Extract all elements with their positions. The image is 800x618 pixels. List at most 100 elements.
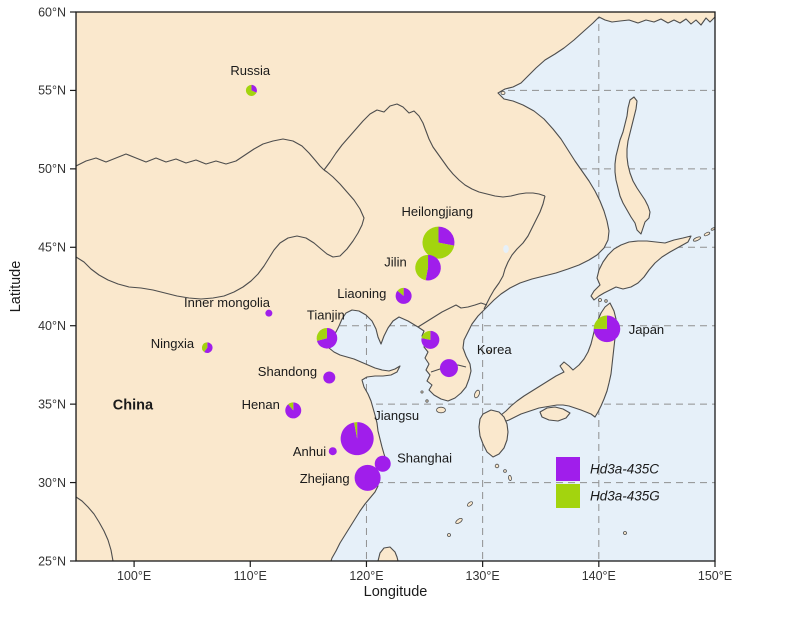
pie-slice-hd3a-435c [425, 254, 441, 281]
map-label-liaoning: Liaoning [337, 286, 386, 301]
map-label-shanghai: Shanghai [397, 450, 452, 465]
pie-jiangsu [340, 422, 374, 456]
pie-slice-hd3a-435c [265, 309, 273, 317]
map-label-inner-mongolia: Inner mongolia [184, 295, 271, 310]
honshu-island [497, 302, 617, 423]
legend-label-hd3a-435g: Hd3a-435G [590, 489, 660, 504]
shikoku-island [539, 406, 571, 422]
x-tick-label-110: 110°E [234, 569, 267, 583]
pie-anhui [328, 447, 337, 456]
hokkaido-island [590, 235, 692, 301]
pie-slice-hd3a-435g [316, 327, 327, 341]
y-tick-label-35: 35°N [38, 397, 66, 411]
y-tick-label-60: 60°N [38, 5, 66, 19]
pie-slice-hd3a-435g [354, 422, 358, 439]
pie-shanghai [374, 455, 391, 472]
small-island-4 [598, 298, 602, 302]
pie-heilongjiang [422, 226, 455, 259]
pie-russia [245, 84, 257, 96]
pie-slice-hd3a-435c [438, 226, 455, 246]
border-china-myanmar [76, 496, 114, 561]
legend: Hd3a-435C Hd3a-435G [556, 457, 660, 508]
map-label-shandong: Shandong [258, 364, 317, 379]
plot-area [76, 12, 715, 561]
small-island-9 [467, 501, 473, 507]
pie-slice-hd3a-435g [421, 330, 431, 340]
kyushu-island [478, 409, 509, 458]
y-tick-label-30: 30°N [38, 476, 66, 490]
map-label-ningxia: Ningxia [151, 336, 195, 351]
small-island-5 [604, 299, 608, 303]
map-labels: Russia Heilongjiang Jilin Liaoning Inner mon… [113, 63, 664, 486]
pie-slice-hd3a-435g [245, 84, 257, 96]
lake-0 [540, 91, 550, 99]
y-tick-label-50: 50°N [38, 162, 66, 176]
pie-japan [593, 315, 621, 343]
small-island-7 [436, 406, 446, 414]
pie-slice-hd3a-435c [354, 464, 381, 491]
map-label-russia: Russia [230, 63, 271, 78]
pie-slice-hd3a-435g [593, 315, 607, 329]
pie-slice-hd3a-435c [285, 402, 302, 419]
small-island-12 [623, 531, 627, 535]
border-layer [76, 103, 546, 561]
small-island-11 [447, 533, 451, 537]
small-island-1 [692, 236, 702, 242]
land-layer [76, 12, 715, 561]
map-label-korea: Korea [477, 342, 512, 357]
pie-slice-hd3a-435c [439, 359, 458, 378]
small-island-14 [503, 469, 507, 473]
small-island-6 [474, 389, 480, 399]
map-label-tianjin: Tianjin [307, 308, 345, 323]
x-tick-label-140: 140°E [582, 569, 616, 583]
pie-slice-hd3a-435c [323, 371, 336, 384]
pie-slice-hd3a-435c [204, 342, 213, 353]
pie-korea-south- [439, 359, 458, 378]
legend-swatch-hd3a-435g [556, 484, 580, 508]
border-china-korea [417, 302, 488, 328]
pie-slice-hd3a-435c [340, 422, 374, 456]
x-tick-label-100: 100°E [117, 569, 151, 583]
x-tick-label-130: 130°E [466, 569, 500, 583]
pie-slice-hd3a-435c [251, 84, 257, 93]
pie-slice-hd3a-435g [397, 287, 404, 296]
x-tick-label-120: 120°E [349, 569, 383, 583]
mainland-asia-landmass [76, 12, 715, 561]
map-label-zhejiang: Zhejiang [300, 471, 350, 486]
border-russia-china-amur [323, 103, 546, 198]
small-island-15 [508, 475, 512, 481]
pie-jilin [415, 254, 441, 281]
pie-slice-hd3a-435g [288, 402, 294, 411]
pie-layer [201, 84, 621, 491]
pie-korea-north- [421, 330, 440, 349]
border-mongolia-china [76, 169, 365, 300]
pie-slice-hd3a-435c [593, 315, 621, 343]
pie-zhejiang [354, 464, 381, 491]
sakhalin-island [614, 96, 651, 235]
pie-slice-hd3a-435g [422, 226, 455, 259]
map-label-henan: Henan [242, 397, 280, 412]
pie-tianjin [316, 327, 338, 349]
map-label-anhui: Anhui [293, 444, 326, 459]
pie-inner-mongolia [265, 309, 273, 317]
border-russia-china-ussuri [483, 195, 546, 310]
map-label-jiangsu: Jiangsu [374, 408, 419, 423]
pie-slice-hd3a-435g [415, 254, 429, 281]
pie-henan [285, 402, 302, 419]
small-island-10 [455, 517, 463, 525]
taiwan-island [377, 546, 399, 561]
y-axis-title: Latitude [8, 261, 24, 313]
map-label-jilin: Jilin [384, 254, 406, 269]
small-island-13 [494, 463, 500, 469]
lake-1 [503, 245, 509, 253]
map-label-heilongjiang: Heilongjiang [402, 204, 474, 219]
pie-slice-hd3a-435g [201, 342, 208, 352]
axes: 100°E 110°E 120°E 130°E 140°E 150°E 60°N 55°N 50… [8, 5, 732, 600]
x-axis-title: Longitude [364, 584, 428, 600]
y-tick-label-40: 40°N [38, 319, 66, 333]
small-island-8 [487, 350, 491, 354]
y-tick-label-25: 25°N [38, 554, 66, 568]
pie-liaoning [395, 287, 412, 304]
